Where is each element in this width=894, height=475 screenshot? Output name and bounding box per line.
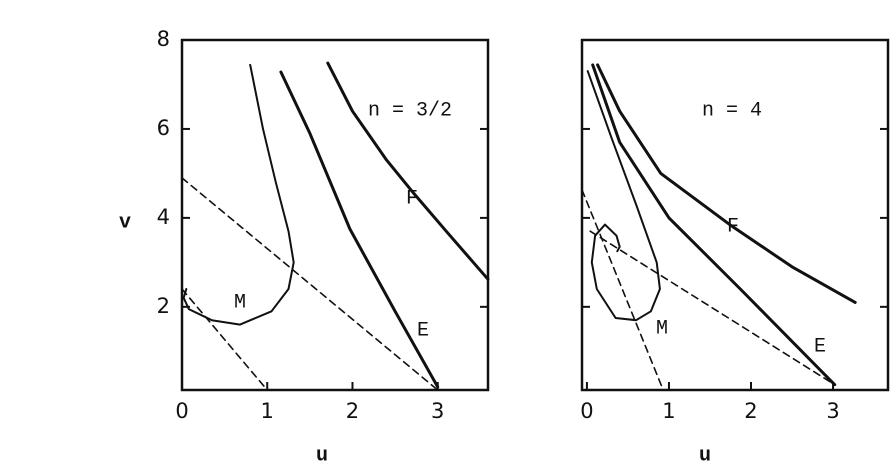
x-tick-label: 1 <box>261 399 274 423</box>
x-tick-label: 2 <box>346 399 359 423</box>
dashed-line <box>181 288 268 391</box>
curve <box>591 63 837 387</box>
y-tick-label: 8 <box>157 27 170 51</box>
curve-label: F <box>406 187 418 210</box>
curve-label: M <box>656 317 668 340</box>
x-tick-label: 0 <box>175 399 188 423</box>
x-tick-label: 2 <box>744 399 757 423</box>
x-axis-label: u <box>699 444 711 467</box>
x-tick-label: 3 <box>431 399 444 423</box>
plot-frame <box>580 38 890 392</box>
dashed-line <box>581 189 664 391</box>
annotation: n = 3/2 <box>368 99 452 122</box>
y-tick-label: 6 <box>157 116 170 140</box>
curve-label: E <box>814 335 826 358</box>
x-tick-label: 1 <box>662 399 675 423</box>
curve <box>182 63 295 326</box>
curve <box>279 70 440 389</box>
plot-frame <box>180 38 490 392</box>
curve-label: M <box>234 291 246 314</box>
x-tick-label: 3 <box>826 399 839 423</box>
y-tick-label: 4 <box>157 205 170 229</box>
curve-label: E <box>417 319 429 342</box>
dashed-line <box>181 177 439 391</box>
dashed-line <box>589 230 836 386</box>
curve <box>586 70 661 322</box>
curve <box>326 61 490 281</box>
curve-label: F <box>727 215 739 238</box>
curve <box>596 63 857 304</box>
annotation: n = 4 <box>702 99 762 122</box>
y-tick-label: 2 <box>157 294 170 318</box>
x-axis-label: u <box>316 444 328 467</box>
y-axis-label: v <box>119 211 131 234</box>
x-tick-label: 0 <box>580 399 593 423</box>
